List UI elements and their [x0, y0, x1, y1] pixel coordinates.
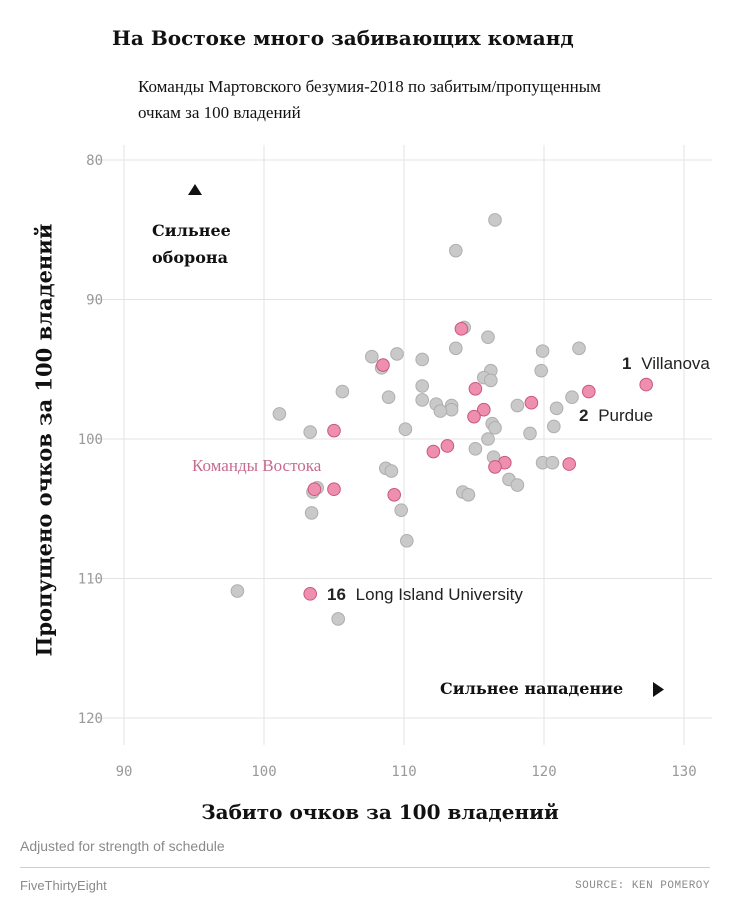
team-point: [468, 441, 483, 456]
team-point: [549, 401, 564, 416]
east-team-point: [562, 457, 577, 471]
team-point: [534, 363, 549, 378]
east-team-point: [467, 409, 481, 424]
east-team-point: [376, 358, 390, 372]
team-point: [415, 393, 430, 407]
east-teams-label: Команды Востока: [192, 456, 322, 475]
team-point: [510, 478, 525, 492]
team-point: [303, 425, 318, 439]
east-team-point: [454, 321, 469, 336]
east-teams-series: [303, 321, 654, 601]
arrow-right-icon: [653, 682, 664, 697]
team-label-villanova: 1 Villanova: [622, 354, 710, 373]
team-name: Villanova: [641, 354, 710, 373]
y-tick-label: 110: [78, 572, 103, 588]
x-tick-label: 110: [391, 764, 416, 780]
y-tick-label: 80: [86, 153, 103, 169]
team-point: [545, 455, 560, 470]
team-point: [272, 407, 287, 421]
team-point: [415, 352, 430, 367]
east-team-point: [307, 482, 322, 497]
team-point: [415, 379, 430, 393]
team-point: [488, 213, 502, 227]
team-point: [565, 390, 579, 404]
team-point: [484, 373, 498, 388]
y-tick-label: 120: [78, 711, 103, 727]
team-point: [449, 243, 463, 258]
x-tick-label: 120: [531, 764, 556, 780]
team-point: [381, 390, 396, 404]
team-point: [400, 534, 414, 548]
east-team-point: [639, 377, 654, 392]
other-teams-series: [230, 213, 586, 626]
grid-lines: [92, 145, 712, 745]
east-team-point: [468, 381, 483, 396]
axis-ticks: 90 100 110 120 130 80 90 100 110 120: [78, 153, 697, 780]
east-team-point: [327, 423, 341, 438]
team-point: [523, 426, 537, 441]
team-point: [444, 402, 459, 417]
team-point: [335, 384, 350, 399]
east-team-point: [303, 587, 318, 601]
team-point: [433, 404, 448, 418]
defense-annotation: Сильнее оборона: [152, 221, 236, 267]
team-name: Purdue: [598, 406, 653, 425]
east-team-point: [488, 460, 502, 474]
x-axis-label: Забито очков за 100 владений: [201, 800, 559, 824]
east-team-point: [426, 444, 441, 459]
team-point: [398, 422, 413, 437]
x-tick-label: 90: [116, 764, 133, 780]
footer-divider: [20, 867, 710, 868]
team-point: [394, 503, 409, 517]
team-seed: 2: [579, 406, 588, 425]
team-label-purdue: 2 Purdue: [579, 406, 653, 425]
team-seed: 16: [327, 585, 346, 604]
team-point: [481, 432, 495, 446]
y-axis-label-text: Пропущено очков за 100 владений: [31, 223, 57, 657]
team-point: [331, 612, 346, 626]
team-point: [481, 330, 495, 344]
team-point: [572, 341, 586, 356]
footnote: Adjusted for strength of schedule: [20, 838, 225, 854]
brand-logo-text: FiveThirtyEight: [20, 878, 107, 893]
x-tick-label: 130: [671, 764, 696, 780]
team-label-liu: 16 Long Island University: [327, 585, 523, 604]
east-team-point: [327, 482, 341, 497]
east-team-point: [387, 488, 402, 502]
arrow-up-icon: [188, 184, 202, 195]
team-point: [535, 344, 550, 358]
east-team-point: [477, 402, 491, 417]
team-point: [510, 398, 525, 413]
east-team-point: [582, 384, 596, 399]
team-point: [365, 349, 379, 364]
team-name: Long Island University: [356, 585, 524, 604]
team-point: [488, 421, 502, 435]
team-point: [304, 506, 319, 520]
team-seed: 1: [622, 354, 631, 373]
team-point: [461, 488, 476, 502]
team-point: [449, 341, 463, 356]
source-credit: SOURCE: KEN POMEROY: [575, 880, 710, 892]
east-team-point: [524, 395, 539, 410]
y-tick-label: 90: [86, 293, 103, 309]
y-tick-label: 100: [78, 432, 103, 448]
offense-annotation: Сильнее нападение: [440, 679, 623, 698]
team-point: [384, 464, 399, 478]
team-point: [390, 347, 404, 361]
east-team-point: [440, 439, 455, 453]
team-point: [230, 584, 245, 598]
chart-title: На Востоке много забивающих команд: [112, 26, 574, 50]
team-point: [547, 419, 561, 434]
chart-subtitle: Команды Мартовского безумия-2018 по заби…: [138, 77, 601, 122]
x-tick-label: 100: [251, 764, 276, 780]
